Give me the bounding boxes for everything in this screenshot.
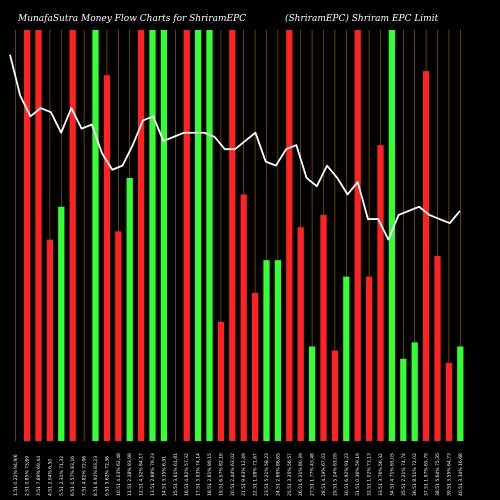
x-tick-label: 27.51 1.77% 43,48 [310,453,316,496]
x-tick-label: 9.51 5.63% 72,36 [104,456,110,496]
x-tick-label: 2.51 0.85% 73,69 [25,456,31,496]
bar [240,194,247,441]
chart-subtitle: (ShriramEPC) Shriram EPC Limit [285,13,439,24]
x-tick-label: 12.51 4.52% 84,17 [139,453,145,496]
series-line [9,54,461,241]
x-tick-label: 31.51 0.36% 59,19 [355,453,361,496]
x-tick-label: 13.51 2.88% 79,23 [150,453,156,496]
bar [217,321,225,441]
bar [103,75,111,442]
x-tick-labels: 1.51 0.22% 94,9/6 2.51 0.85% 73,69 3.51 7.… [13,453,464,496]
bar [126,177,133,441]
bar [457,346,464,441]
bar [354,30,361,441]
x-tick-label: 22.51 1.08% 71,67 [253,453,259,496]
bar [263,260,270,441]
x-tick-label: 32.51 1.02% 73,13 [367,453,373,496]
x-tick-label: 28.51 4.19% 67,03 [321,453,327,496]
bar [274,260,282,441]
x-tick-label: 16.51 4.82% 57,32 [184,453,190,496]
bar [194,30,202,441]
x-tick-label: 1.51 0.22% 94,9/6 [13,454,19,496]
x-tick-label: 21.51 9.63% 12,49 [241,453,247,496]
chart-title: MunafaSutra Money Flow Charts for Shrira… [17,14,246,24]
x-tick-label: 29.51 5.24% 83,09 [332,453,338,496]
bar [297,227,304,441]
x-tick-label: 4.51 2.04% 6,50 [47,459,53,496]
bar [137,30,145,441]
bar [434,256,441,441]
bar [115,231,122,441]
x-tick-label: 23.51 5.21% 58,23 [264,453,270,496]
bar [377,145,384,441]
bar-layer [23,30,464,442]
bar [251,293,259,441]
x-tick-label: 40.51 3.34% 16,68 [458,453,464,496]
x-tick-label: 39.51 3.55% 64,73 [446,453,452,496]
bar [206,30,213,441]
bar [69,30,76,441]
x-tick-label: 18.51 2.81% 89,15 [207,453,213,496]
bar [445,362,453,441]
bar [58,206,65,441]
bar [23,30,31,441]
line-layer [9,54,461,241]
x-tick-label: 15.51 3.61% 61,81 [173,453,179,496]
x-tick-label: 8.51 6.92% 83,23 [93,456,99,496]
x-tick-label: 34.51 4.71% 65,05 [389,453,395,496]
x-tick-label: 20.51 2.44% 63,02 [230,453,236,496]
x-tick-label: 33.51 3.76% 56,32 [378,453,384,496]
x-tick-label: 38.51 5.64% 75,35 [435,453,441,496]
bar [229,30,236,441]
bar [422,71,430,441]
x-tick-label: 24.51 2.69% 86,65 [275,453,281,496]
bar [46,239,54,441]
x-tick-label: 26.51 6.21% 80,39 [298,453,304,496]
bar [308,346,316,441]
bar [35,30,42,441]
x-tick-label: 3.51 7.89% 69,44 [36,456,42,496]
x-tick-label: 7.51 4.82% 72,96 [82,456,88,496]
x-tick-label: 14.51 3.35% 6,91 [161,456,167,496]
x-tick-label: 25.51 3.25% 56,57 [287,453,293,496]
bar [331,350,339,441]
bar [411,342,418,441]
bar [183,30,190,441]
x-tick-label: 5.51 2.31% 71,32 [59,456,65,496]
x-tick-label: 10.51 4.03% 62,48 [116,453,122,496]
x-tick-label: 36.51 8.51% 72,02 [412,453,418,496]
x-tick-label: 30.51 6.92% 91,23 [344,453,350,496]
bar [92,30,99,441]
bar [400,358,407,441]
x-tick-label: 11.51 2.18% 83,98 [127,453,133,496]
x-tick-label: 17.51 3.93% 74,14 [196,453,202,496]
bar [365,276,373,441]
x-tick-label: 19.51 6.57% 82,18 [218,453,224,496]
bar [320,214,327,441]
x-tick-label: 37.51 1.97% 65,79 [424,453,430,496]
bar [286,30,293,441]
bar [388,30,396,441]
x-tick-label: 6.51 0.57% 83,16 [70,456,76,496]
bar [343,276,350,441]
bar [149,30,156,441]
x-tick-label: 35.51 2.21% 74,74 [401,453,407,496]
bar [160,30,168,441]
